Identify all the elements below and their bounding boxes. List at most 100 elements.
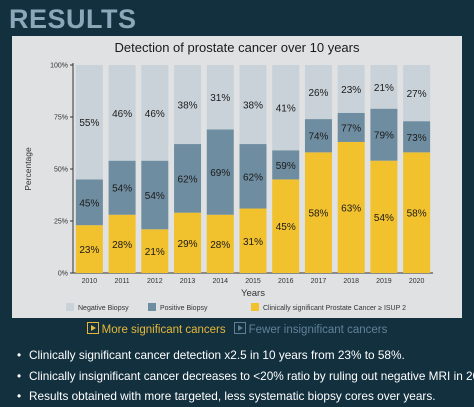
bullet-item: • Results obtained with more targeted, le… (17, 386, 472, 407)
data-label: 79% (374, 131, 394, 142)
bar-segment (174, 144, 202, 213)
bullet-icon: • (17, 348, 22, 362)
bar-segment (370, 65, 398, 109)
legend-label: Positive Biopsy (160, 305, 208, 312)
data-label: 62% (178, 174, 198, 185)
bar-segment (370, 108, 398, 161)
bar-segment (403, 121, 431, 153)
data-label: 46% (145, 109, 165, 120)
data-label: 28% (210, 240, 230, 251)
y-axis-title: Percentage (23, 147, 33, 191)
data-label: 54% (112, 184, 132, 195)
chart-title: Detection of prostate cancer over 10 yea… (114, 40, 360, 55)
results-heading: RESULTS (9, 4, 137, 34)
data-label: 26% (308, 88, 328, 99)
y-tick-label: 0% (58, 271, 68, 278)
bar-segment (272, 65, 300, 151)
x-tick-label: 2011 (115, 278, 130, 285)
bar-segment (108, 65, 136, 161)
data-label: 45% (276, 222, 296, 233)
play-arrow-icon (86, 322, 99, 334)
bar-segment (75, 65, 103, 180)
x-tick-label: 2012 (147, 278, 163, 285)
data-label: 62% (243, 172, 263, 183)
data-label: 23% (341, 85, 361, 96)
bar-segment (337, 141, 365, 273)
bar-segment (403, 65, 431, 122)
y-tick-label: 100% (50, 63, 68, 70)
callout-line: More significant cancers Fewer insignific… (0, 322, 474, 336)
bar-segment (272, 179, 300, 273)
data-label: 54% (374, 213, 394, 224)
fewer-insignificant-label: Fewer insignificant cancers (248, 324, 388, 336)
bar-segment (304, 65, 332, 120)
bullet-item: • Clinically insignificant cancer decreas… (17, 366, 474, 387)
x-axis-title: Years (241, 288, 265, 299)
x-tick-label: 2018 (343, 278, 359, 285)
x-tick-label: 2017 (311, 278, 327, 285)
data-label: 45% (79, 198, 99, 209)
data-label: 28% (112, 240, 132, 251)
bar-segment (370, 160, 398, 273)
legend-label: Negative Biopsy (78, 305, 129, 312)
data-label: 58% (308, 209, 328, 220)
data-label: 31% (210, 93, 230, 104)
data-label: 21% (145, 247, 165, 258)
bar-segment (141, 229, 169, 273)
data-label: 38% (178, 101, 198, 112)
data-label: 54% (145, 191, 165, 202)
bar-segment (304, 119, 332, 153)
data-label: 38% (243, 101, 263, 112)
data-label: 29% (178, 239, 198, 250)
bar-segment (206, 129, 234, 215)
more-significant-label: More significant cancers (101, 324, 226, 336)
bar-segment (141, 65, 169, 161)
bullet-item: • Clinically significant cancer detection… (17, 345, 472, 366)
x-tick-label: 2010 (82, 278, 98, 285)
y-tick-label: 75% (54, 115, 68, 122)
data-label: 69% (210, 168, 230, 179)
bar-segment (272, 150, 300, 180)
bar-segment (75, 179, 103, 226)
bar-segment (337, 65, 365, 113)
bullet-list: • Clinically significant cancer detection… (17, 345, 474, 407)
data-label: 59% (276, 161, 296, 172)
x-tick-label: 2013 (180, 278, 196, 285)
data-label: 21% (374, 83, 394, 94)
y-tick-label: 25% (54, 219, 68, 226)
data-label: 31% (243, 237, 263, 248)
x-tick-label: 2019 (376, 278, 392, 285)
legend-label: Clinically significant Prostate Cancer ≥… (263, 305, 406, 312)
x-tick-label: 2020 (409, 278, 425, 285)
x-tick-label: 2014 (212, 278, 228, 285)
data-label: 77% (341, 123, 361, 134)
data-label: 46% (112, 109, 132, 120)
legend-swatch (66, 303, 74, 311)
legend-swatch (251, 303, 259, 311)
x-tick-label: 2016 (278, 278, 294, 285)
bar-segment (239, 65, 267, 145)
data-label: 55% (79, 118, 99, 129)
bar-segment (206, 65, 234, 130)
bar-segment (403, 152, 431, 273)
data-label: 27% (407, 89, 427, 100)
data-label: 74% (308, 132, 328, 143)
data-label: 63% (341, 203, 361, 214)
bar-segment (108, 160, 136, 215)
x-tick-label: 2015 (245, 278, 261, 285)
legend-swatch (148, 303, 156, 311)
bullet-text: Clinically significant cancer detection … (29, 348, 405, 362)
bar-segment (304, 152, 332, 273)
data-label: 73% (407, 133, 427, 144)
play-arrow-icon (233, 322, 246, 334)
bar-segment (174, 212, 202, 273)
bar-segment (337, 112, 365, 142)
bar-segment (75, 225, 103, 273)
bar-segment (174, 65, 202, 145)
bullet-icon: • (17, 368, 22, 383)
bar-segment (141, 160, 169, 230)
data-label: 58% (407, 209, 427, 220)
bar-segment (108, 214, 136, 273)
bullet-icon: • (17, 389, 22, 403)
